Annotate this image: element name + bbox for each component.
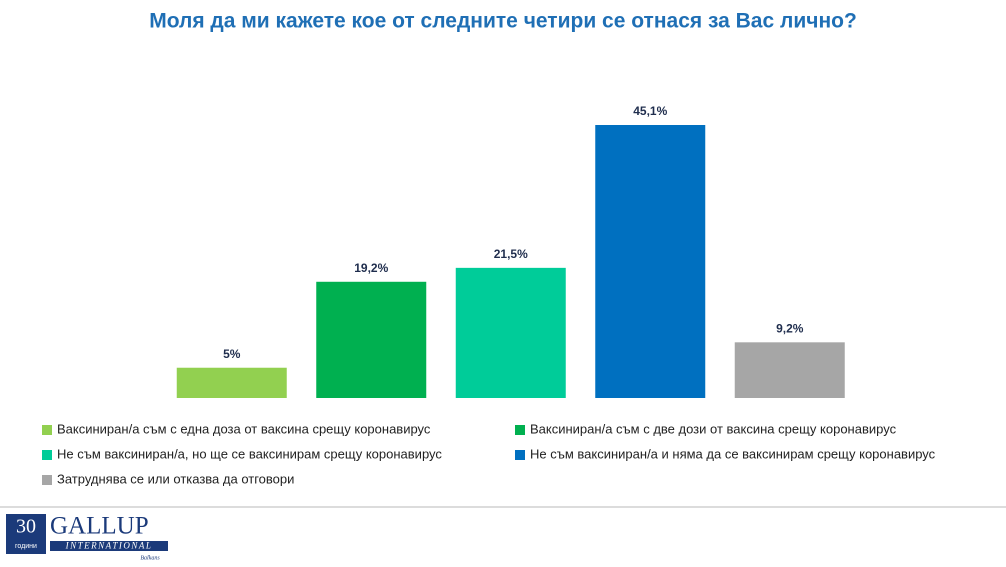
legend-swatch <box>42 425 52 435</box>
bar <box>176 367 287 398</box>
legend-swatch <box>515 425 525 435</box>
logo-region: Balkans <box>140 555 160 561</box>
legend-swatch <box>42 475 52 485</box>
logo-band <box>50 541 168 551</box>
bar <box>734 342 845 398</box>
bar <box>455 267 566 398</box>
bar <box>316 281 427 398</box>
legend-label: Не съм ваксиниран/а, но ще се ваксинирам… <box>57 446 442 461</box>
chart-title: Моля да ми кажете кое от следните четири… <box>149 10 857 33</box>
data-label: 45,1% <box>633 104 667 118</box>
legend-label: Ваксиниран/а съм с две дози от ваксина с… <box>530 421 897 436</box>
legend-swatch <box>515 450 525 460</box>
legend-label: Не съм ваксиниран/а и няма да се ваксини… <box>530 446 936 461</box>
logo-box <box>6 514 46 554</box>
data-label: 9,2% <box>776 321 804 335</box>
legend-swatch <box>42 450 52 460</box>
data-label: 19,2% <box>354 261 388 275</box>
data-label: 5% <box>223 347 241 361</box>
bar <box>595 125 706 398</box>
legend-label: Ваксиниран/а съм с една доза от ваксина … <box>57 421 431 436</box>
logo-sub: INTERNATIONAL <box>65 541 153 551</box>
legend-label: Затруднява се или отказва да отговори <box>57 471 294 486</box>
data-label: 21,5% <box>494 247 528 261</box>
logo: 30 години GALLUP INTERNATIONAL Balkans <box>6 513 168 561</box>
logo-number: 30 <box>16 516 36 538</box>
logo-brand: GALLUP <box>50 513 149 540</box>
logo-years: години <box>15 543 37 550</box>
